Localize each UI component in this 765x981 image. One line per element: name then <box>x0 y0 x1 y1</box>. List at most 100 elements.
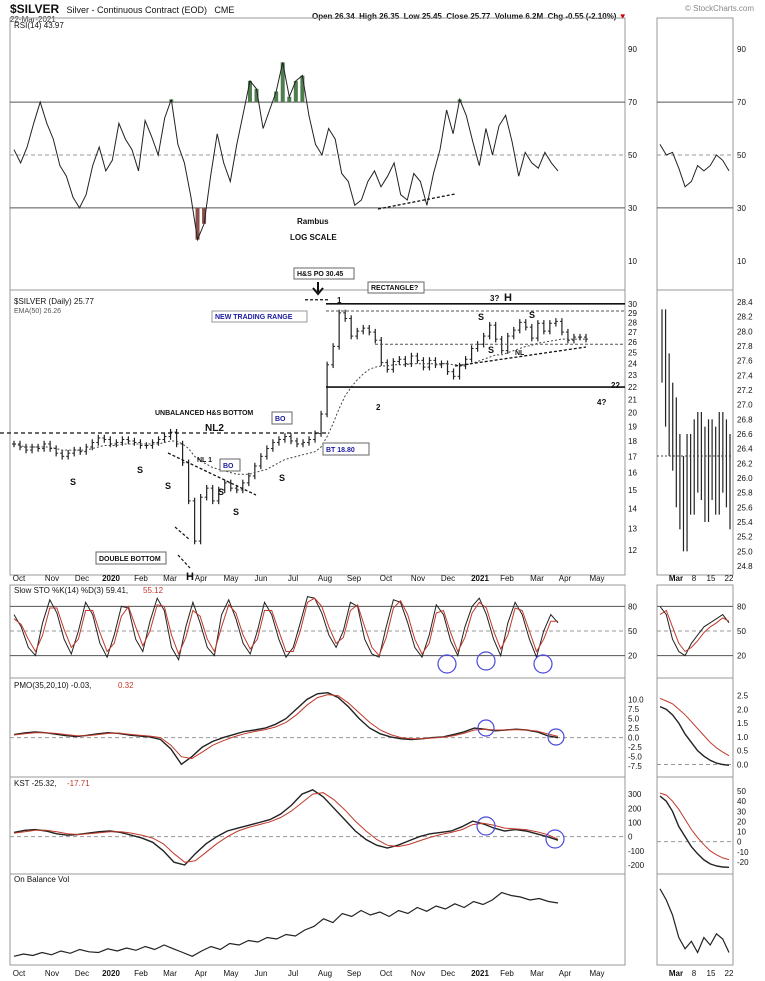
price-y-tick: 14 <box>628 504 637 513</box>
price-inset-y-tick: 26.0 <box>737 474 753 483</box>
price-y-tick: 24 <box>628 360 637 369</box>
log-scale-label: LOG SCALE <box>290 233 337 242</box>
obv-line <box>13 891 559 957</box>
x-axis-label: 2021 <box>471 574 489 583</box>
x-axis-label: May <box>589 574 604 583</box>
price-y-tick: 18 <box>628 437 637 446</box>
price-inset-y-tick: 25.8 <box>737 489 753 498</box>
pivot-2-label: 2 <box>376 403 381 412</box>
down-triangle-icon: ▼ <box>618 12 627 21</box>
price-y-tick: 17 <box>628 452 637 461</box>
x-axis-label: Mar <box>163 574 177 583</box>
bo-box-2 <box>219 458 241 472</box>
pmo-panel-frame <box>9 677 626 778</box>
sto-inset-y-tick: 50 <box>737 627 746 636</box>
x-axis-label-bottom: Oct <box>380 969 393 978</box>
price-inset-y-tick: 25.2 <box>737 533 753 542</box>
x-axis-label-bottom: Jul <box>288 969 298 978</box>
x-axis-label: Aug <box>318 574 332 583</box>
kst-y-tick: -200 <box>628 861 645 870</box>
nl1-downtrend-line <box>167 452 257 496</box>
s-shoulder-label: S <box>478 312 484 322</box>
symbol-label: $SILVER <box>10 2 60 16</box>
bo-label-2: BO <box>223 463 234 470</box>
x-axis-label-bottom: Oct <box>13 969 26 978</box>
price-inset-y-tick: 27.2 <box>737 386 753 395</box>
price-y-tick: 23 <box>628 371 637 380</box>
x-axis-label-bottom: Apr <box>195 969 208 978</box>
price-inset-y-tick: 25.4 <box>737 518 753 527</box>
inset-x-axis-label-bottom: 8 <box>692 969 697 978</box>
price-inset-y-tick: 28.0 <box>737 327 753 336</box>
s-shoulder-label: S <box>488 345 494 355</box>
pmo-inset-y-tick: 1.0 <box>737 733 749 742</box>
pmo-inset-y-tick: 2.5 <box>737 692 749 701</box>
rambus-label: Rambus <box>297 217 329 226</box>
x-axis-label: Nov <box>45 574 59 583</box>
three-q-label: 3? <box>490 294 499 303</box>
x-axis-label: Sep <box>347 574 362 583</box>
pmo-inset-y-tick: 0.5 <box>737 747 749 756</box>
sto-inset-y-tick: 80 <box>737 602 746 611</box>
kst-label-signal: -17.71 <box>67 779 90 788</box>
sto-label: Slow STO %K(14) %D(3) 59.41, <box>14 586 128 595</box>
four-q-label: 4? <box>597 398 606 407</box>
rsi-y-tick: 90 <box>628 45 637 54</box>
nl-rising-line <box>454 346 587 367</box>
pmo-y-tick: 0.0 <box>628 734 640 743</box>
x-axis-label: Dec <box>441 574 455 583</box>
pmo-y-tick: -2.5 <box>628 743 642 752</box>
price-y-tick: 27 <box>628 328 637 337</box>
h-main-label: H <box>186 571 194 583</box>
pmo-signal-line <box>13 694 559 760</box>
rsi-label: RSI(14) 43.97 <box>14 21 64 30</box>
pmo-inset-y-tick: 0.0 <box>737 760 749 769</box>
pmo-highlight-circle <box>547 728 565 746</box>
new-range-box <box>211 310 308 323</box>
x-axis-label-bottom: Nov <box>411 969 425 978</box>
kst-inset-y-tick: 30 <box>737 807 746 816</box>
nl2-label: NL2 <box>205 423 224 434</box>
x-axis-label-bottom: May <box>223 969 238 978</box>
rectangle-box <box>367 281 425 294</box>
nl1-label: NL 1 <box>197 457 212 464</box>
price-label: $SILVER (Daily) 25.77 <box>14 297 94 306</box>
pmo-y-tick: 10.0 <box>628 696 644 705</box>
pivot-1-label: 1 <box>337 296 342 305</box>
price-inset-y-tick: 28.2 <box>737 313 753 322</box>
quote-high: High 26.35 <box>359 12 400 21</box>
value-22-label: 22 <box>611 381 620 390</box>
exchange-label: CME <box>214 5 235 15</box>
pmo-inset-y-tick: 1.5 <box>737 719 749 728</box>
kst-y-tick: 300 <box>628 790 642 799</box>
kst-line <box>13 789 559 866</box>
sto-y-tick: 20 <box>628 652 637 661</box>
new-range-label: NEW TRADING RANGE <box>215 314 293 321</box>
obv-inset-frame <box>656 873 734 966</box>
x-axis-label: Feb <box>134 574 148 583</box>
sto-y-tick: 50 <box>628 627 637 636</box>
hs-po-box <box>293 267 355 280</box>
kst-inset-signal-line <box>659 792 730 861</box>
pmo-inset-signal-line <box>659 697 730 757</box>
x-axis-label-bottom: Aug <box>318 969 332 978</box>
inset-x-axis-label-bottom: Mar <box>669 969 683 978</box>
pmo-label-signal: 0.32 <box>118 681 134 690</box>
kst-inset-y-tick: 0 <box>737 838 742 847</box>
obv-inset-line <box>659 888 730 954</box>
symbol-description: Silver - Continuous Contract (EOD) <box>66 5 208 15</box>
obv-label: On Balance Vol <box>14 875 69 884</box>
kst-label: KST -25.32, <box>14 779 57 788</box>
price-inset-y-tick: 27.6 <box>737 357 753 366</box>
pmo-y-tick: -7.5 <box>628 762 642 771</box>
brand-label: © StockCharts.com <box>685 4 755 13</box>
kst-y-tick: 200 <box>628 804 642 813</box>
x-axis-label: Oct <box>13 574 26 583</box>
pmo-inset-y-tick: 2.0 <box>737 705 749 714</box>
bt-box <box>322 442 370 456</box>
quote-close: Close 25.77 <box>446 12 491 21</box>
bo-label-1: BO <box>275 416 286 423</box>
quote-change: Chg -0.55 (-2.10%) <box>547 12 617 21</box>
kst-y-tick: 100 <box>628 818 642 827</box>
